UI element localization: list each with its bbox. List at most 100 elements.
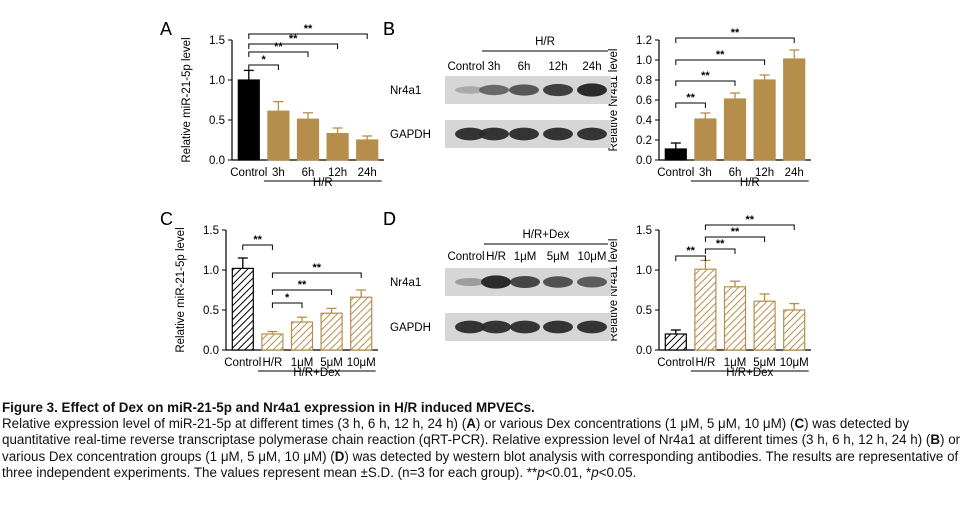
- bar-b-2: [723, 98, 747, 161]
- blot-band: [455, 86, 485, 94]
- significance-bracket: [271, 289, 333, 295]
- y-tick-label: 1.2: [636, 35, 652, 47]
- significance-bracket: [248, 43, 339, 49]
- bar-b-0: [664, 148, 687, 161]
- significance-label: **: [701, 70, 710, 82]
- y-tick-label: 1.0: [636, 265, 652, 277]
- significance-label: **: [746, 214, 755, 226]
- blot-band: [455, 278, 485, 286]
- blot-group-label-b: H/R: [535, 36, 555, 48]
- y-tick-label: 0.8: [636, 75, 652, 87]
- significance-bracket: [675, 37, 795, 43]
- x-tick-label: 10μM: [347, 357, 376, 369]
- blot-lane-label: 24h: [582, 61, 601, 73]
- bar-d-4: [783, 309, 806, 351]
- blot-band: [455, 320, 485, 334]
- blot-band: [481, 275, 511, 289]
- panel-letter-b: B: [383, 19, 395, 39]
- significance-label: **: [686, 245, 695, 257]
- significance-bracket: [675, 59, 766, 65]
- significance-bracket: [242, 244, 273, 250]
- blot-band: [479, 127, 509, 141]
- significance-bracket: [704, 224, 795, 230]
- significance-bracket: [704, 248, 736, 254]
- y-axis-label-c: Relative miR-21-5p level: [175, 227, 187, 352]
- group-label-b: H/R: [740, 177, 760, 189]
- significance-bracket: [248, 51, 309, 57]
- x-tick-label: 6h: [729, 167, 742, 179]
- x-tick-label: 6h: [302, 167, 315, 179]
- figure-panels: A 0.0 0.5 1.0 1.5 Relative miR-21-5p level Con…: [160, 19, 811, 379]
- y-tick-label: 1.0: [203, 265, 219, 277]
- blot-lane-label: 10μM: [578, 251, 607, 263]
- blot-band: [543, 83, 573, 97]
- blot-group-label-d: H/R+Dex: [523, 229, 570, 241]
- significance-bracket: [675, 255, 706, 261]
- group-label-d: H/R+Dex: [726, 367, 773, 379]
- x-tick-label: Control: [224, 357, 261, 369]
- group-label-a: H/R: [313, 177, 333, 189]
- caption-title: Figure 3. Effect of Dex on miR-21-5p and…: [2, 400, 535, 415]
- x-tick-label: Control: [657, 167, 694, 179]
- bar-d-2: [723, 286, 747, 351]
- blot-lane-label: 6h: [518, 61, 531, 73]
- significance-bracket: [271, 272, 362, 278]
- blot-lane-label: Control: [447, 251, 484, 263]
- caption-text: Relative expression level of miR-21-5p a…: [2, 416, 961, 480]
- blot-band: [479, 84, 509, 96]
- significance-label: **: [289, 33, 298, 45]
- significance-label: **: [716, 238, 725, 250]
- bar-d-0: [664, 333, 687, 351]
- significance-label: *: [261, 54, 266, 66]
- blot-lane-label: 1μM: [514, 251, 537, 263]
- significance-bracket: [675, 102, 706, 108]
- group-label-c: H/R+Dex: [293, 367, 340, 379]
- blot-band: [577, 83, 607, 97]
- panel-letter-c: C: [160, 209, 173, 229]
- blot-lane-label: 12h: [548, 61, 567, 73]
- blot-band: [509, 84, 539, 96]
- blot-band: [543, 320, 573, 334]
- figure-caption: Figure 3. Effect of Dex on miR-21-5p and…: [2, 400, 970, 481]
- blot-band: [509, 127, 539, 141]
- x-tick-label: 10μM: [780, 357, 809, 369]
- significance-label: **: [716, 49, 725, 61]
- x-tick-label: 12h: [755, 167, 774, 179]
- y-tick-label: 0.5: [636, 305, 652, 317]
- bar-a-4: [356, 139, 379, 161]
- blot-row-label: GAPDH: [390, 129, 431, 141]
- bar-a-2: [296, 118, 320, 161]
- blot-band: [455, 127, 485, 141]
- panel-letter-d: D: [383, 209, 396, 229]
- x-tick-label: Control: [230, 167, 267, 179]
- y-tick-label: 0.0: [209, 155, 225, 167]
- significance-label: **: [313, 262, 322, 274]
- significance-bracket: [248, 33, 368, 39]
- y-tick-label: 1.0: [636, 55, 652, 67]
- significance-bracket: [675, 80, 736, 86]
- x-tick-label: 5μM: [320, 357, 343, 369]
- significance-label: **: [253, 234, 262, 246]
- x-tick-label: 5μM: [753, 357, 776, 369]
- blot-band: [543, 276, 573, 288]
- significance-label: **: [731, 226, 740, 238]
- significance-label: **: [304, 23, 313, 35]
- bar-c-0: [231, 267, 254, 351]
- blot-row-label: Nr4a1: [390, 277, 421, 289]
- blot-band: [577, 276, 607, 288]
- x-tick-label: 1μM: [724, 357, 747, 369]
- blot-row-label: Nr4a1: [390, 85, 421, 97]
- x-tick-label: H/R: [695, 357, 715, 369]
- x-tick-label: 24h: [785, 167, 804, 179]
- blot-band: [510, 276, 540, 288]
- significance-label: **: [731, 27, 740, 39]
- y-tick-label: 0.2: [636, 135, 652, 147]
- blot-band: [481, 320, 511, 334]
- y-tick-label: 0.0: [636, 345, 652, 357]
- significance-bracket: [271, 302, 303, 308]
- bar-a-1: [267, 110, 290, 161]
- significance-bracket: [704, 236, 766, 242]
- bar-d-3: [753, 300, 776, 351]
- bar-c-2: [290, 321, 314, 351]
- x-tick-label: 24h: [358, 167, 377, 179]
